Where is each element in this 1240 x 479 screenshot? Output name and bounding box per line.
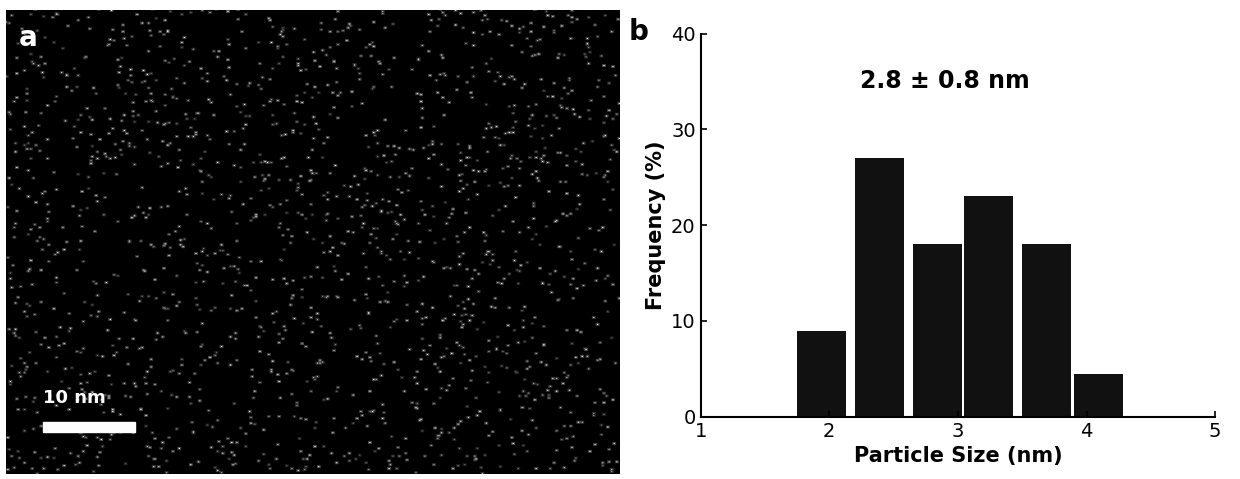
Text: a: a — [19, 23, 37, 52]
Bar — [797, 331, 846, 417]
Bar — [854, 158, 904, 417]
Bar — [965, 196, 1013, 417]
Y-axis label: Frequency (%): Frequency (%) — [646, 140, 666, 310]
Text: 2.8 ± 0.8 nm: 2.8 ± 0.8 nm — [861, 69, 1030, 93]
Bar — [1022, 244, 1071, 417]
Text: 10 nm: 10 nm — [43, 389, 105, 407]
Text: b: b — [629, 18, 649, 46]
Bar — [1074, 374, 1122, 417]
Bar — [913, 244, 962, 417]
X-axis label: Particle Size (nm): Particle Size (nm) — [853, 446, 1063, 466]
Bar — [43, 422, 135, 433]
